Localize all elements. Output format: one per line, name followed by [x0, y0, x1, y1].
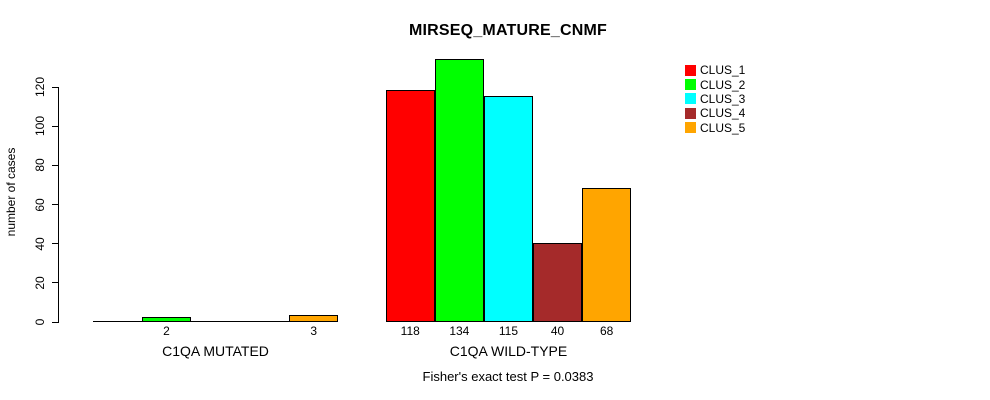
legend-label: CLUS_1 — [700, 63, 746, 78]
legend-swatch-icon — [685, 107, 696, 119]
footnote-text: Fisher's exact test P = 0.0383 — [422, 369, 594, 384]
bar-clus_4-group1 — [533, 243, 583, 322]
bar-clus_2-group1 — [434, 59, 484, 322]
legend-swatch-icon — [685, 64, 696, 76]
y-tick-label: 80 — [33, 158, 47, 173]
y-tick-label: 40 — [33, 236, 47, 251]
y-tick-label: 0 — [33, 318, 47, 326]
legend-item-clus_3: CLUS_3 — [685, 92, 745, 106]
y-tick-mark — [52, 321, 59, 323]
legend-item-clus_5: CLUS_5 — [685, 121, 745, 135]
y-tick-label: 20 — [33, 276, 47, 290]
y-tick-mark — [52, 282, 59, 284]
y-tick-label: 120 — [33, 76, 47, 98]
bar-clus_2-group0 — [141, 317, 191, 322]
y-tick-label: 60 — [33, 197, 47, 212]
bar-value-label: 134 — [449, 324, 470, 338]
y-tick-mark — [52, 86, 59, 88]
legend-label: CLUS_5 — [700, 120, 746, 135]
legend-swatch-icon — [685, 122, 696, 134]
bar-clus_1-group0 — [92, 321, 142, 322]
bar-clus_5-group1 — [582, 188, 632, 322]
bar-clus_3-group0 — [191, 321, 241, 322]
legend-label: CLUS_2 — [700, 77, 746, 92]
legend: CLUS_1 CLUS_2 CLUS_3 CLUS_4 CLUS_5 — [685, 63, 745, 135]
y-axis-label: number of cases — [4, 147, 18, 237]
x-group-label: C1QA WILD-TYPE — [449, 343, 568, 359]
chart-title: MIRSEQ_MATURE_CNMF — [409, 22, 607, 39]
legend-item-clus_2: CLUS_2 — [685, 77, 745, 91]
y-tick-mark — [52, 243, 59, 245]
legend-label: CLUS_4 — [700, 106, 746, 121]
bar-value-label: 115 — [498, 324, 519, 338]
bar-value-label: 40 — [550, 324, 565, 338]
legend-item-clus_4: CLUS_4 — [685, 106, 745, 120]
bar-clus_1-group1 — [385, 90, 435, 322]
bar-value-label: 68 — [599, 324, 614, 338]
bar-value-label: 118 — [400, 324, 420, 338]
y-tick-mark — [52, 164, 59, 166]
y-tick-mark — [52, 204, 59, 205]
bar-value-label: 3 — [310, 324, 318, 338]
bar-clus_3-group1 — [483, 96, 533, 322]
y-tick-mark — [52, 125, 59, 127]
legend-swatch-icon — [685, 93, 696, 105]
bar-clus_4-group0 — [240, 321, 290, 322]
bar-value-label: 2 — [163, 324, 170, 338]
y-tick-label: 100 — [33, 116, 47, 137]
legend-item-clus_1: CLUS_1 — [685, 63, 745, 77]
x-group-label: C1QA MUTATED — [162, 343, 269, 359]
bar-clus_5-group0 — [289, 315, 339, 322]
y-axis-line — [58, 87, 59, 323]
legend-swatch-icon — [685, 79, 696, 91]
legend-label: CLUS_3 — [700, 91, 746, 106]
